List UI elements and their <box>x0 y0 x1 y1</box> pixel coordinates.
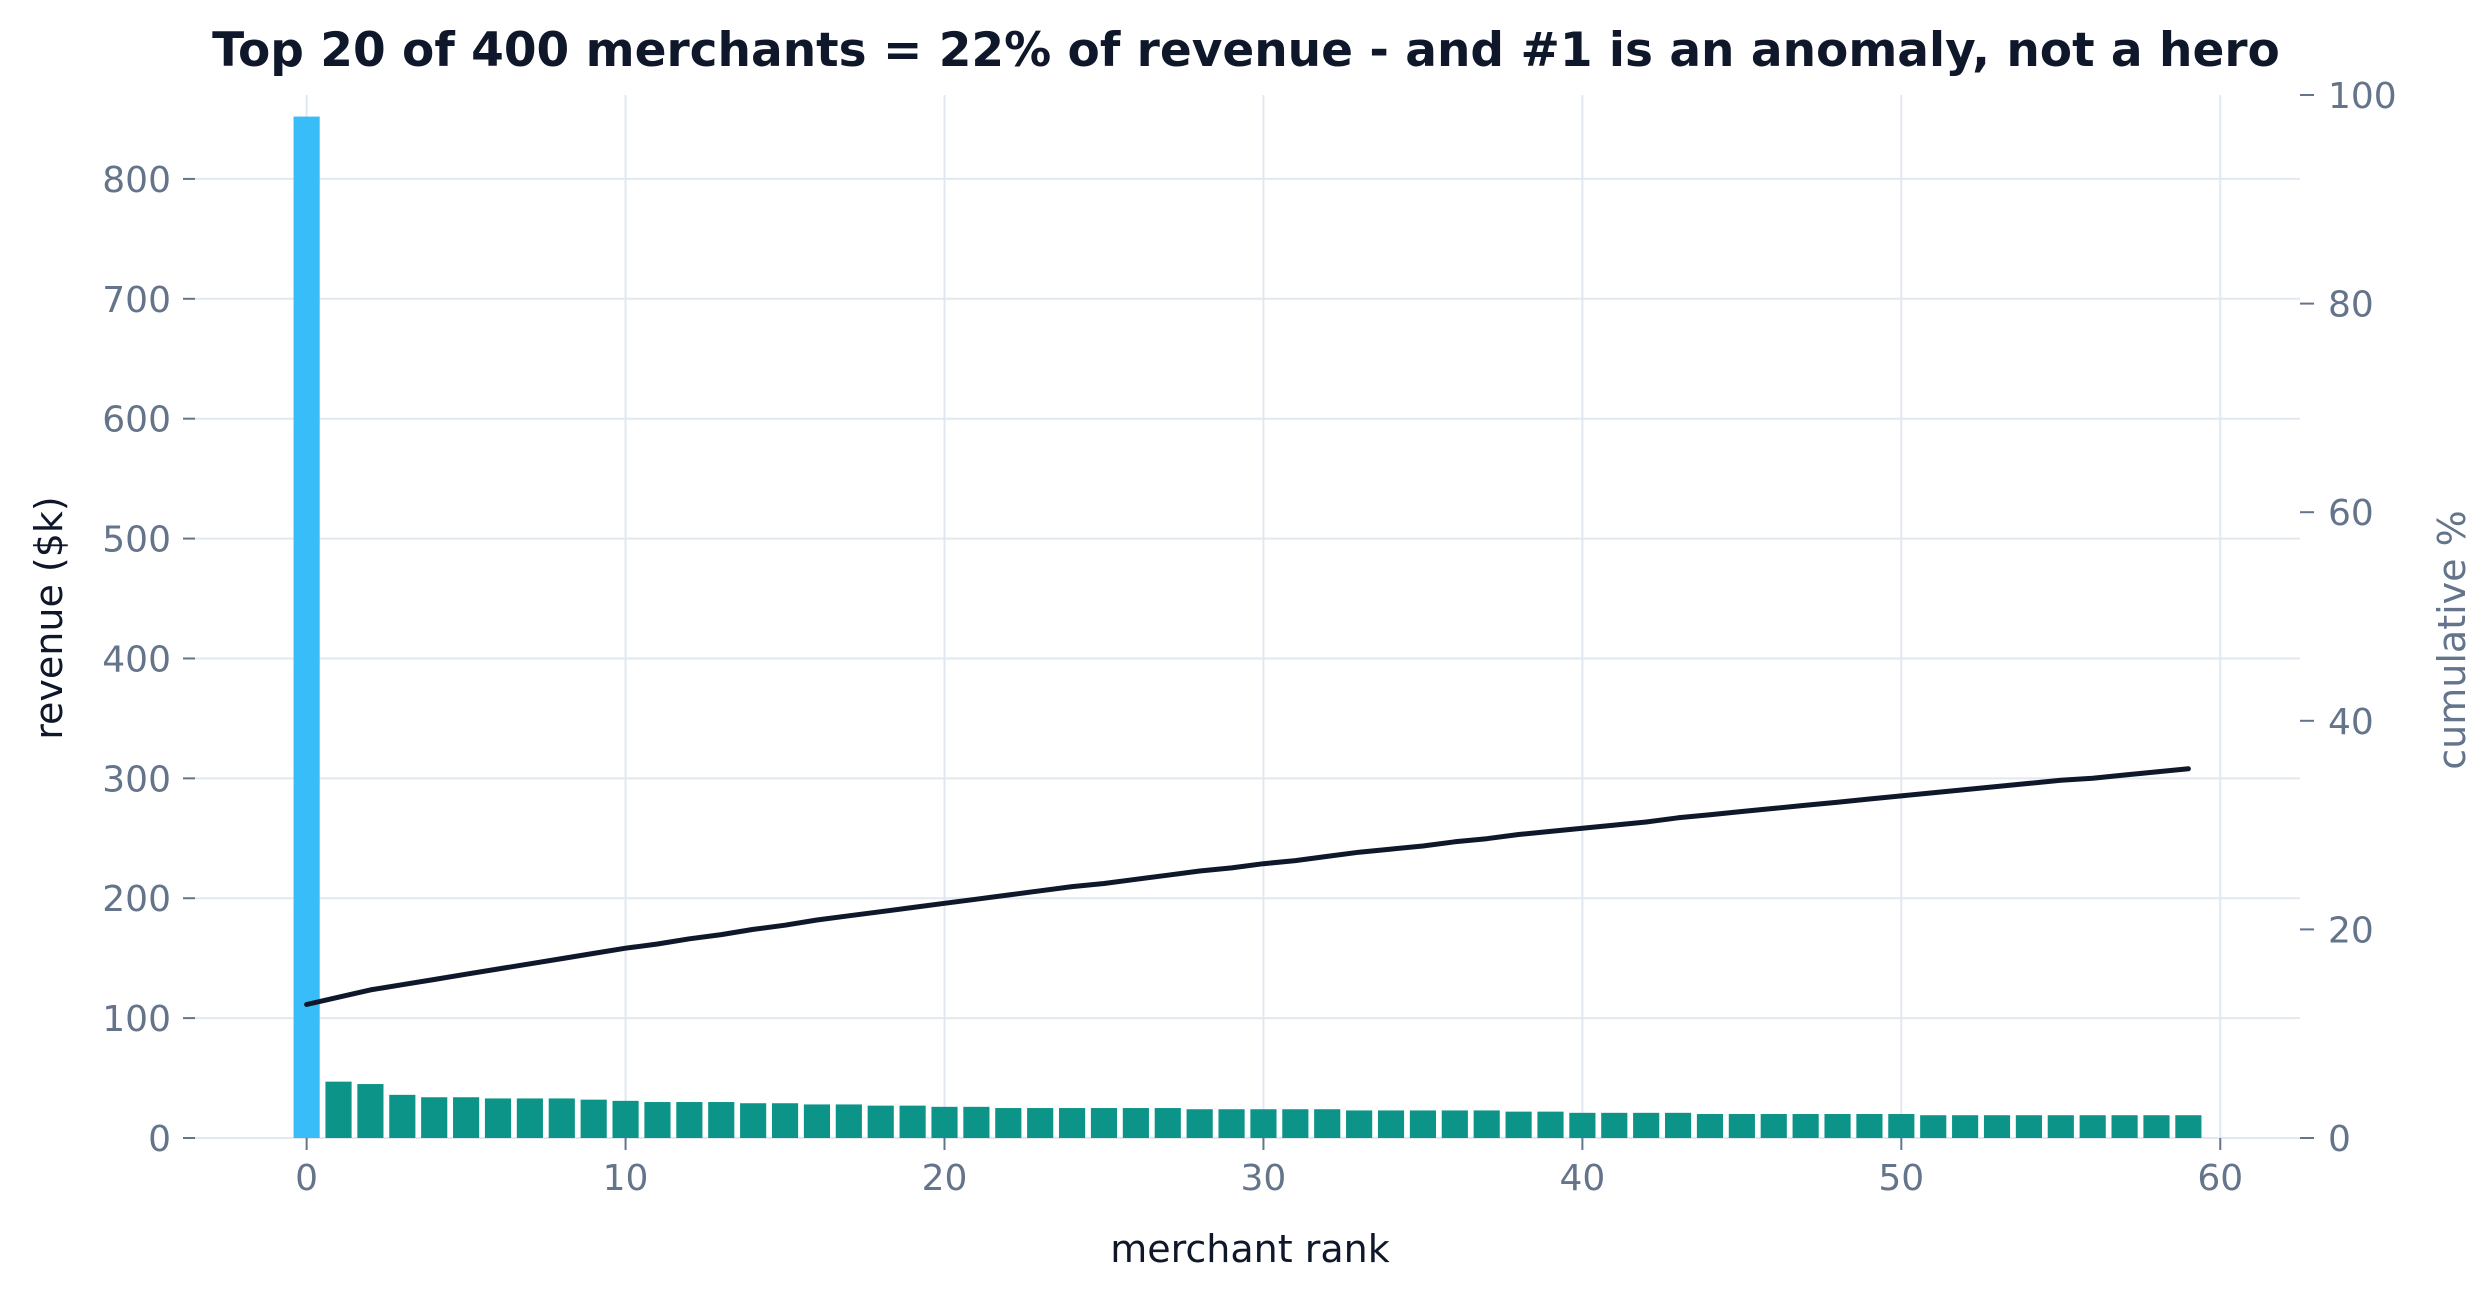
y-tick-label: 500 <box>102 520 171 561</box>
bar <box>1505 1111 1532 1138</box>
bar <box>803 1104 831 1138</box>
bar <box>1537 1111 1564 1138</box>
bar <box>708 1102 735 1138</box>
bar <box>1027 1108 1054 1138</box>
bar <box>1282 1109 1309 1138</box>
y2-tick-label: 0 <box>2328 1119 2351 1160</box>
bar <box>1983 1115 2011 1138</box>
y-tick-label: 0 <box>148 1119 171 1160</box>
bar <box>867 1105 894 1138</box>
bar <box>2175 1115 2202 1138</box>
bar <box>995 1108 1022 1138</box>
bar <box>1314 1109 1341 1138</box>
chart-title: Top 20 of 400 merchants = 22% of revenue… <box>212 23 2280 78</box>
y-tick-label: 300 <box>102 759 171 800</box>
x-tick-label: 20 <box>922 1158 968 1199</box>
grid-x <box>305 95 2222 1138</box>
bar <box>325 1081 352 1138</box>
bar <box>1633 1112 1660 1138</box>
bar <box>421 1097 448 1138</box>
bar <box>1792 1114 1819 1138</box>
bar <box>357 1084 384 1138</box>
x-tick-label: 50 <box>1878 1158 1924 1199</box>
x-tick-label: 10 <box>603 1158 649 1199</box>
bar <box>740 1103 767 1138</box>
bar <box>548 1098 575 1138</box>
y-tick-label: 200 <box>102 879 171 920</box>
y2-tick-label: 80 <box>2328 285 2374 326</box>
y-tick-label: 800 <box>102 160 171 201</box>
x-axis-title: merchant rank <box>1110 1227 1390 1271</box>
bar <box>389 1094 416 1138</box>
grid-y <box>195 177 2300 1139</box>
bar <box>1186 1109 1213 1138</box>
bar <box>1250 1109 1277 1138</box>
bar <box>1059 1108 1086 1138</box>
bar <box>676 1102 703 1138</box>
y-axis-title: revenue ($k) <box>27 496 71 740</box>
bar <box>1441 1110 1468 1138</box>
bar <box>1569 1112 1596 1138</box>
bar <box>835 1104 862 1138</box>
bar <box>2111 1115 2138 1138</box>
bar <box>1218 1109 1245 1138</box>
cumulative-line <box>304 766 2191 1007</box>
bar <box>516 1098 543 1138</box>
bar <box>899 1105 926 1138</box>
bar <box>1888 1114 1915 1138</box>
bar <box>963 1106 990 1138</box>
bar <box>1154 1108 1181 1138</box>
y-axis-right: 0 20 40 60 80 100 <box>2300 76 2397 1160</box>
bar <box>931 1106 958 1138</box>
bar <box>2079 1115 2106 1138</box>
x-tick-label: 60 <box>2197 1158 2243 1199</box>
bar <box>1377 1110 1405 1138</box>
bar <box>612 1100 639 1138</box>
bar <box>1824 1114 1851 1138</box>
bar <box>1952 1115 1979 1138</box>
y-tick-label: 600 <box>102 400 171 441</box>
bar <box>1473 1110 1500 1138</box>
bar <box>1664 1112 1692 1138</box>
bar <box>453 1097 480 1138</box>
bar <box>484 1098 512 1138</box>
y-tick-label: 100 <box>102 999 171 1040</box>
bar <box>1122 1108 1149 1138</box>
bar <box>1856 1114 1883 1138</box>
y2-axis-title: cumulative % <box>2430 510 2474 769</box>
x-tick-label: 30 <box>1241 1158 1287 1199</box>
y-tick-label: 400 <box>102 639 171 680</box>
bar <box>771 1103 799 1138</box>
y2-tick-label: 40 <box>2328 702 2374 743</box>
y2-tick-label: 100 <box>2328 76 2397 117</box>
x-axis: 0 10 20 30 40 50 60 <box>295 1138 2243 1199</box>
bar-anomaly <box>293 116 320 1139</box>
bar <box>1760 1114 1787 1138</box>
bar <box>1601 1112 1628 1138</box>
bar <box>1409 1110 1436 1138</box>
x-tick-label: 40 <box>1559 1158 1605 1199</box>
bar <box>2143 1115 2170 1138</box>
bar <box>1346 1110 1373 1138</box>
y-tick-label: 700 <box>102 280 171 321</box>
y2-tick-label: 60 <box>2328 493 2374 534</box>
bars <box>293 116 2202 1139</box>
y2-tick-label: 20 <box>2328 910 2374 951</box>
bar <box>1920 1115 1947 1138</box>
bar <box>1728 1114 1755 1138</box>
bar <box>644 1102 671 1138</box>
y-axis-left: 0 100 200 300 400 500 600 700 800 <box>102 160 195 1160</box>
bar <box>1696 1114 1724 1138</box>
bar <box>2047 1115 2074 1138</box>
bar <box>1090 1108 1118 1138</box>
bar <box>580 1099 607 1138</box>
bar <box>2015 1115 2042 1138</box>
x-tick-label: 0 <box>295 1158 318 1199</box>
